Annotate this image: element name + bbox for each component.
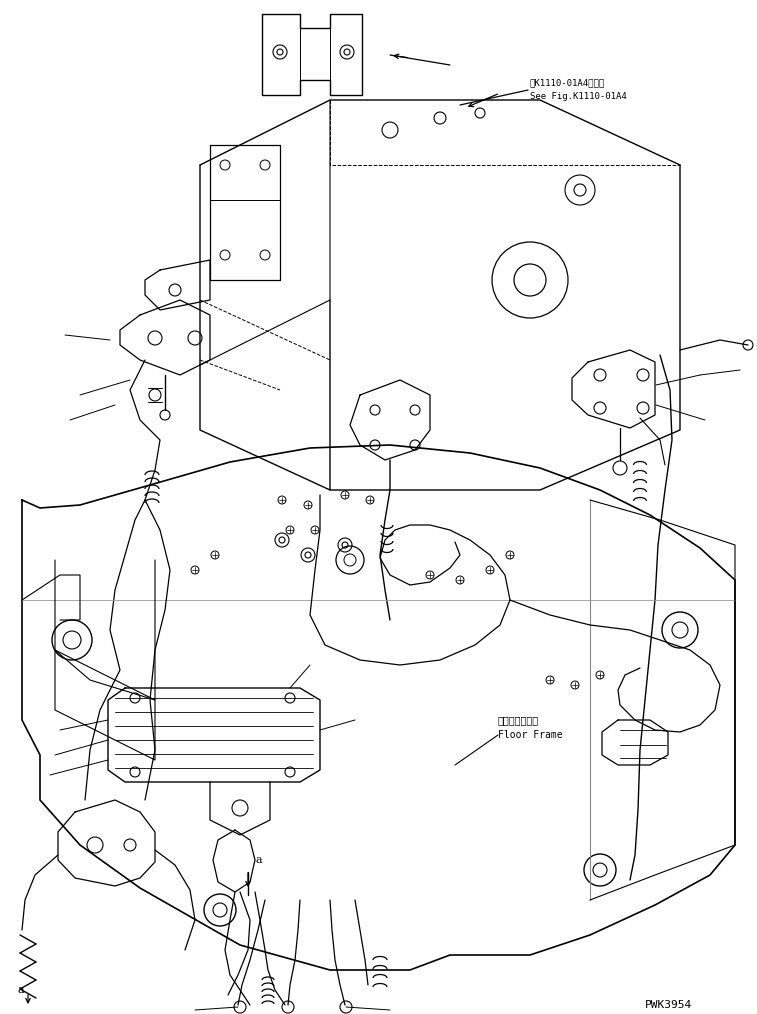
Text: Floor Frame: Floor Frame [498, 730, 562, 740]
Text: a: a [255, 855, 262, 865]
Text: See Fig.K1110-01A4: See Fig.K1110-01A4 [530, 92, 627, 101]
Text: PWK3954: PWK3954 [645, 1000, 692, 1010]
Text: フロアフレーム: フロアフレーム [498, 715, 539, 725]
Text: a: a [18, 985, 25, 995]
Text: 第K1110-01A4図参照: 第K1110-01A4図参照 [530, 78, 606, 87]
